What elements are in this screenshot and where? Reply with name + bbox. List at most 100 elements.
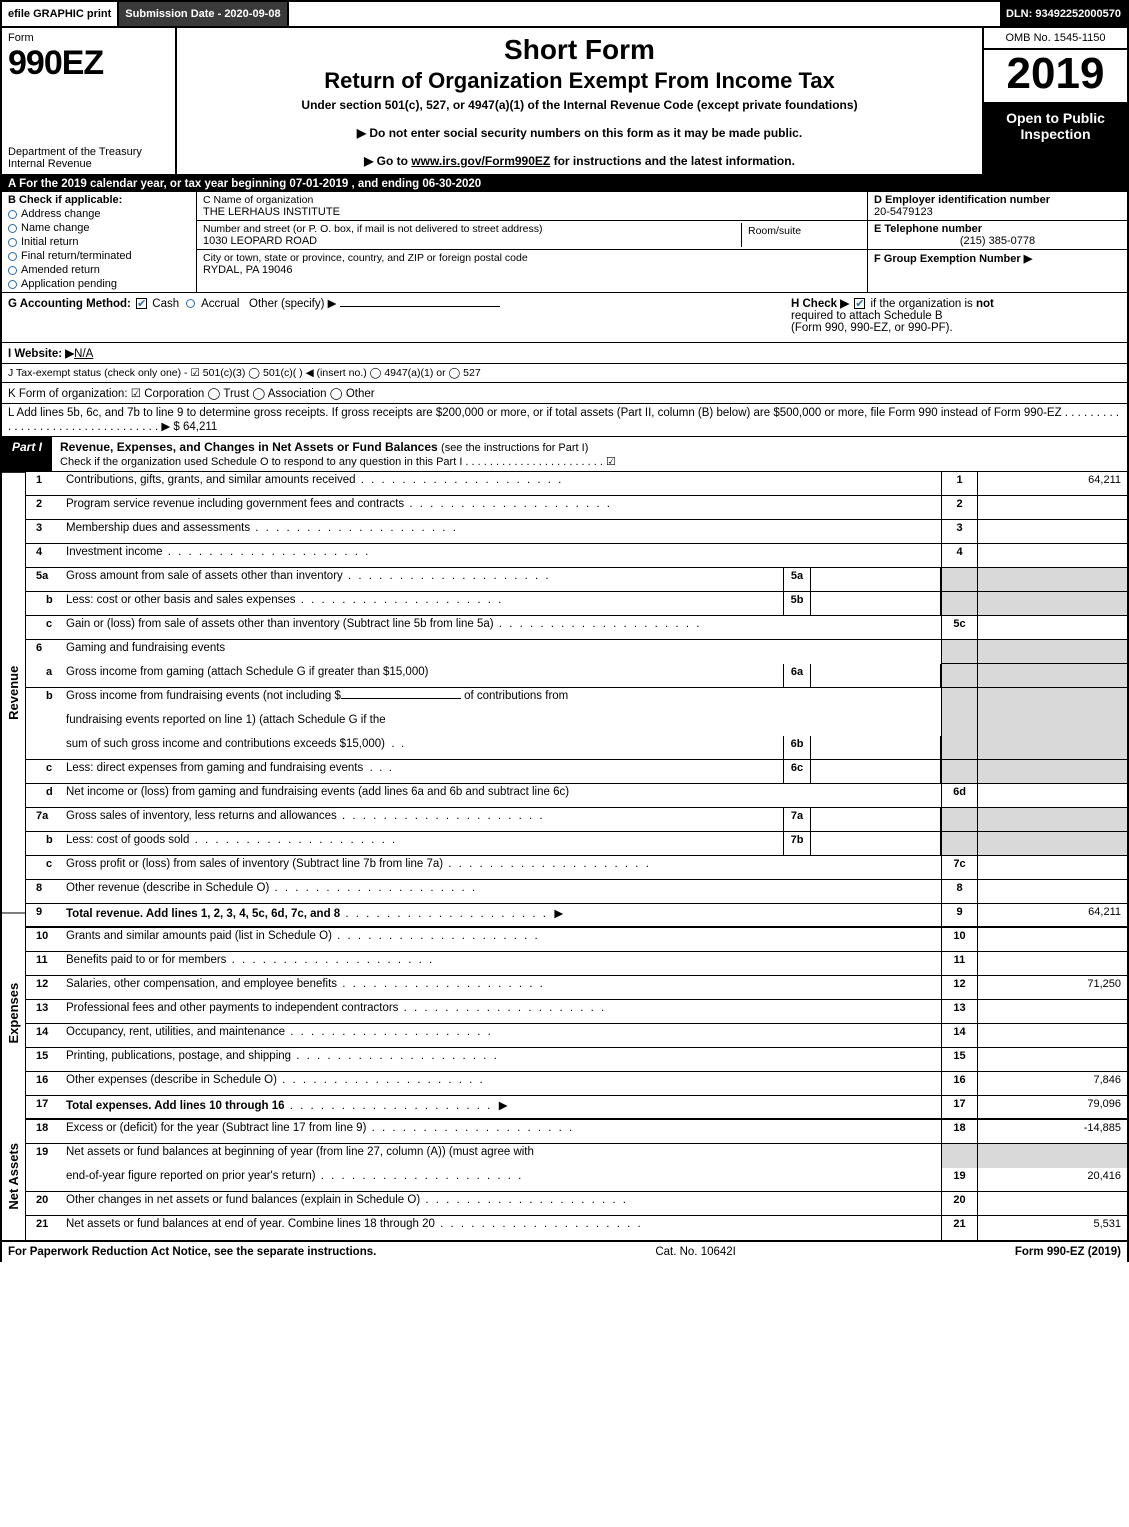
opt-address-change[interactable]: Address change <box>8 208 190 220</box>
form-footer-label: Form 990-EZ (2019) <box>1015 1246 1121 1258</box>
efile-print-label[interactable]: efile GRAPHIC print <box>2 2 119 26</box>
short-form-title: Short Form <box>187 34 972 66</box>
line-6b-r1: b Gross income from fundraising events (… <box>26 688 1127 712</box>
city-label: City or town, state or province, country… <box>203 252 861 264</box>
line-6b-r3: sum of such gross income and contributio… <box>26 736 1127 760</box>
goto-instructions: ▶ Go to www.irs.gov/Form990EZ for instru… <box>187 154 972 168</box>
opt-application-pending[interactable]: Application pending <box>8 278 190 290</box>
line-6c: c Less: direct expenses from gaming and … <box>26 760 1127 784</box>
circle-icon <box>8 238 17 247</box>
line-8: 8 Other revenue (describe in Schedule O)… <box>26 880 1127 904</box>
line-12-value: 71,250 <box>977 976 1127 999</box>
opt-amended-return[interactable]: Amended return <box>8 264 190 276</box>
org-city-row: City or town, state or province, country… <box>197 250 867 278</box>
line-9: 9 Total revenue. Add lines 1, 2, 3, 4, 5… <box>26 904 1127 928</box>
part-i-header: Part I Revenue, Expenses, and Changes in… <box>0 437 1129 472</box>
ssn-warning: ▶ Do not enter social security numbers o… <box>187 126 972 140</box>
line-7c: c Gross profit or (loss) from sales of i… <box>26 856 1127 880</box>
line-17: 17 Total expenses. Add lines 10 through … <box>26 1096 1127 1120</box>
cash-checkbox[interactable] <box>136 298 147 309</box>
circle-icon <box>8 224 17 233</box>
line-6a: a Gross income from gaming (attach Sched… <box>26 664 1127 688</box>
part-i-table: Revenue Expenses Net Assets 1 Contributi… <box>0 472 1129 1242</box>
section-side-tabs: Revenue Expenses Net Assets <box>2 472 26 1240</box>
circle-icon <box>8 266 17 275</box>
line-1: 1 Contributions, gifts, grants, and simi… <box>26 472 1127 496</box>
circle-icon <box>8 210 17 219</box>
top-bar: efile GRAPHIC print Submission Date - 20… <box>0 0 1129 28</box>
line-4: 4 Investment income 4 <box>26 544 1127 568</box>
h-checkbox[interactable] <box>854 298 865 309</box>
line-11: 11 Benefits paid to or for members 11 <box>26 952 1127 976</box>
line-14: 14 Occupancy, rent, utilities, and maint… <box>26 1024 1127 1048</box>
g-accounting: G Accounting Method: Cash Accrual Other … <box>8 296 500 310</box>
line-7b: b Less: cost of goods sold 7b <box>26 832 1127 856</box>
line-3: 3 Membership dues and assessments 3 <box>26 520 1127 544</box>
line-19-value: 20,416 <box>977 1168 1127 1191</box>
box-b: B Check if applicable: Address change Na… <box>2 192 197 292</box>
website-value: N/A <box>74 348 93 360</box>
line-5c: c Gain or (loss) from sale of assets oth… <box>26 616 1127 640</box>
opt-name-change[interactable]: Name change <box>8 222 190 234</box>
line-17-value: 79,096 <box>977 1096 1127 1118</box>
line-15: 15 Printing, publications, postage, and … <box>26 1048 1127 1072</box>
tax-year: 2019 <box>984 50 1127 104</box>
lines-table: 1 Contributions, gifts, grants, and simi… <box>26 472 1127 1240</box>
dln-label: DLN: 93492252000570 <box>1000 2 1127 26</box>
org-name-label: C Name of organization <box>203 194 861 206</box>
line-18: 18 Excess or (deficit) for the year (Sub… <box>26 1120 1127 1144</box>
form-name: 990EZ <box>8 44 169 83</box>
address-label: Number and street (or P. O. box, if mail… <box>203 223 741 235</box>
line-21: 21 Net assets or fund balances at end of… <box>26 1216 1127 1240</box>
irs-link[interactable]: www.irs.gov/Form990EZ <box>411 154 550 168</box>
line-12: 12 Salaries, other compensation, and emp… <box>26 976 1127 1000</box>
ein-label: D Employer identification number <box>874 194 1121 206</box>
line-6: 6 Gaming and fundraising events <box>26 640 1127 664</box>
omb-number: OMB No. 1545-1150 <box>984 28 1127 50</box>
line-5a: 5a Gross amount from sale of assets othe… <box>26 568 1127 592</box>
box-b-title: B Check if applicable: <box>8 194 190 206</box>
submission-date: Submission Date - 2020-09-08 <box>119 2 288 26</box>
line-6d: d Net income or (loss) from gaming and f… <box>26 784 1127 808</box>
revenue-tab: Revenue <box>2 472 25 912</box>
org-name: THE LERHAUS INSTITUTE <box>203 206 861 218</box>
group-exemption-label: F Group Exemption Number ▶ <box>874 252 1121 265</box>
g-h-row: G Accounting Method: Cash Accrual Other … <box>0 293 1129 343</box>
h-schedule-b: H Check ▶ if the organization is not req… <box>791 296 1121 334</box>
j-tax-exempt-row: J Tax-exempt status (check only one) - ☑… <box>0 364 1129 383</box>
line-19-r1: 19 Net assets or fund balances at beginn… <box>26 1144 1127 1168</box>
form-id-block: Form 990EZ Department of the Treasury In… <box>2 28 177 174</box>
opt-final-return[interactable]: Final return/terminated <box>8 250 190 262</box>
line-6b-r2: fundraising events reported on line 1) (… <box>26 712 1127 736</box>
line-18-value: -14,885 <box>977 1120 1127 1143</box>
dept-line2: Internal Revenue <box>8 158 169 170</box>
org-address-row: Number and street (or P. O. box, if mail… <box>197 221 867 250</box>
catalog-number: Cat. No. 10642I <box>655 1246 736 1258</box>
circle-icon <box>8 280 17 289</box>
group-exemption-cell: F Group Exemption Number ▶ <box>868 250 1127 267</box>
topbar-spacer <box>289 2 1000 26</box>
i-website-row: I Website: ▶N/A <box>0 343 1129 364</box>
open-to-public: Open to Public Inspection <box>984 104 1127 174</box>
line-5b: b Less: cost or other basis and sales ex… <box>26 592 1127 616</box>
line-20: 20 Other changes in net assets or fund b… <box>26 1192 1127 1216</box>
return-title: Return of Organization Exempt From Incom… <box>187 68 972 94</box>
dept-line1: Department of the Treasury <box>8 146 169 158</box>
line-16-value: 7,846 <box>977 1072 1127 1095</box>
goto-pre: ▶ Go to <box>364 154 411 168</box>
phone-cell: E Telephone number (215) 385-0778 <box>868 221 1127 250</box>
line-9-value: 64,211 <box>977 904 1127 926</box>
part-i-title: Revenue, Expenses, and Changes in Net As… <box>52 437 1127 471</box>
box-def: D Employer identification number 20-5479… <box>867 192 1127 292</box>
tax-period-row: A For the 2019 calendar year, or tax yea… <box>0 176 1129 192</box>
box-c: C Name of organization THE LERHAUS INSTI… <box>197 192 867 292</box>
org-info-grid: B Check if applicable: Address change Na… <box>0 192 1129 293</box>
line-21-value: 5,531 <box>977 1216 1127 1240</box>
line-19-r2: end-of-year figure reported on prior yea… <box>26 1168 1127 1192</box>
under-section-text: Under section 501(c), 527, or 4947(a)(1)… <box>187 98 972 112</box>
part-i-check-line: Check if the organization used Schedule … <box>60 456 616 468</box>
circle-icon[interactable] <box>186 299 195 308</box>
city-value: RYDAL, PA 19046 <box>203 264 861 276</box>
phone-label: E Telephone number <box>874 223 1121 235</box>
opt-initial-return[interactable]: Initial return <box>8 236 190 248</box>
